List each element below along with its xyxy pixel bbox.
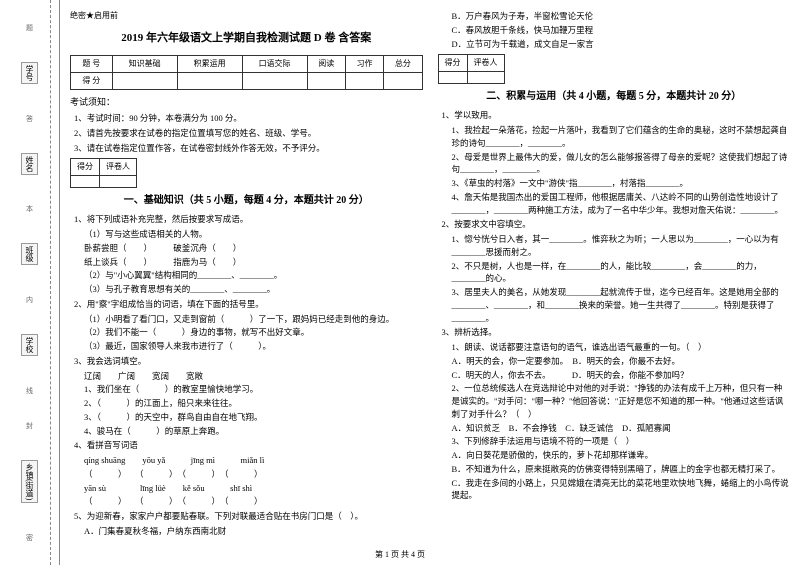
cell: 阅读	[307, 55, 345, 72]
table-row: 得 分	[71, 72, 423, 89]
p2q2-line: 2、不只是树，人也是一样，在________的人，能比较________，会__…	[452, 260, 791, 286]
q1-line: 卧薪尝胆（ ） 破釜沉舟（ ）	[84, 242, 423, 255]
cell: 总分	[384, 55, 422, 72]
q5-opt: B．万户春风为子寿，半窗松雪论天伦	[452, 10, 791, 23]
left-column: 绝密★启用前 2019 年六年级语文上学期自我检测试题 D 卷 含答案 题 号 …	[70, 10, 423, 545]
cell	[438, 72, 467, 84]
q1-s2: （2）与"小心翼翼"结构相同的________、________。	[84, 269, 423, 282]
main-title: 2019 年六年级语文上学期自我检测试题 D 卷 含答案	[70, 30, 423, 47]
q4-pinyin: qíng shuāng yōu yǎ jīng mì miǎn lì	[84, 454, 423, 467]
q1-s1: （1）写与这些成语相关的人物。	[84, 228, 423, 241]
q2-stem: 2、用"察"字组成恰当的词语，填在下面的括号里。	[74, 298, 423, 311]
q3-line: 4、骏马在（ ）的草原上奔跑。	[84, 425, 423, 438]
cell: 积累运用	[177, 55, 242, 72]
section-2-title: 二、积累与运用（共 4 小题，每题 5 分，本题共计 20 分）	[438, 89, 791, 104]
cell: 习作	[345, 55, 383, 72]
q1-s3: （3）与孔子教育思想有关的________、________。	[84, 283, 423, 296]
q1-stem: 1、将下列成语补充完整，然后按要求写成语。	[74, 213, 423, 226]
p2q3-stem: 3、辨析选择。	[442, 326, 791, 339]
side-mark: 答	[25, 115, 35, 122]
p2q3-s2: 2、一位总统候选人在竞选辩论中对他的对手说："挣钱的办法有成千上万种，但只有一种…	[452, 382, 791, 420]
side-mark: 密	[25, 534, 35, 541]
q3-line: 1、我们坐在（ ）的教室里愉快地学习。	[84, 383, 423, 396]
q1-line: 纸上谈兵（ ） 指鹿为马（ ）	[84, 256, 423, 269]
side-mark: 题	[25, 24, 35, 31]
content-area: 绝密★启用前 2019 年六年级语文上学期自我检测试题 D 卷 含答案 题 号 …	[70, 10, 790, 545]
side-label-class: 班级	[21, 243, 38, 265]
p2q1-line: 3、《草虫的村落》一文中"游侠"指________，村落指________。	[452, 177, 791, 190]
cell: 知识基础	[112, 55, 177, 72]
side-label-name: 姓名	[21, 153, 38, 175]
cell	[71, 176, 100, 188]
cell: 题 号	[71, 55, 113, 72]
grader-table: 得分评卷人	[438, 54, 505, 84]
score-table: 题 号 知识基础 积累运用 口语交际 阅读 习作 总分 得 分	[70, 55, 423, 90]
notice-item: 3、请在试卷指定位置作答，在试卷密封线外作答无效，不予评分。	[74, 142, 423, 155]
side-mark: 线	[25, 387, 35, 394]
table-row: 题 号 知识基础 积累运用 口语交际 阅读 习作 总分	[71, 55, 423, 72]
p2q1-stem: 1、学以致用。	[442, 109, 791, 122]
p2q3-opt: A．知识贫乏 B．不会挣钱 C．缺乏诚信 D．孤陋寡闻	[452, 422, 791, 435]
p2q2-stem: 2、按要求文中容填空。	[442, 218, 791, 231]
cell: 评卷人	[467, 55, 504, 72]
p2q3-opt: C．明天的人，你去不去。 D．明天的会，你能不参加吗？	[452, 369, 791, 382]
notice-title: 考试须知：	[70, 96, 423, 110]
notice-item: 2、请首先按要求在试卷的指定位置填写您的姓名、班级、学号。	[74, 127, 423, 140]
p2q2-line: 1、惚兮恍兮日入者，其一________。惟弈秋之为听；一人思以为_______…	[452, 233, 791, 259]
p2q1-line: 2、母爱是世界上最伟大的爱，做儿女的怎么能够报答得了母亲的爱呢？这使我们想起了诗…	[452, 151, 791, 177]
q5-opt: C．春风放胆千条线，快马加鞭万里程	[452, 24, 791, 37]
q2-line: （3）最近，国家领导人来我市进行了（ ）。	[84, 340, 423, 353]
q2-line: （2）我们不能一（ ）身边的事物，就写不出好文章。	[84, 326, 423, 339]
cell	[384, 72, 422, 89]
grader-table: 得分评卷人	[70, 158, 137, 188]
p2q3-opt: A．明天的会，你一定要参加。 B．明天的会，你最不去好。	[452, 355, 791, 368]
cell	[100, 176, 137, 188]
page-footer: 第 1 页 共 4 页	[0, 549, 800, 560]
cell	[112, 72, 177, 89]
cell: 得分	[438, 55, 467, 72]
q3-line: 2、（ ）的江面上，船只来来往往。	[84, 397, 423, 410]
q5-opt: D．立节可为千载道，成文自足一家言	[452, 38, 791, 51]
cell: 口语交际	[242, 55, 307, 72]
p2q3-s1: 1、朗读、说话都要注意语句的语气，谁选出语气最重的一句。（ ）	[452, 341, 791, 354]
cell: 得分	[71, 159, 100, 176]
q4-blanks: （ ） （ ） （ ） （ ）	[84, 468, 423, 481]
p2q3-opt: A．向日葵花是骄傲的，快乐的，萝卜花却那样谦卑。	[452, 449, 791, 462]
cell: 得 分	[71, 72, 113, 89]
p2q1-line: 1、我捡起一朵落花，捡起一片落叶，我看到了它们蕴含的生命的奥秘，这时不禁想起龚自…	[452, 124, 791, 150]
q4-stem: 4、看拼音写词语	[74, 439, 423, 452]
side-mark: 本	[25, 205, 35, 212]
section-1-title: 一、基础知识（共 5 小题，每题 4 分，本题共计 20 分）	[70, 193, 423, 208]
side-label-town: 乡镇(街道)	[21, 460, 38, 503]
binding-sidebar: 题 学号 答 姓名 本 班级 内 学校 线 封 乡镇(街道) 密	[0, 0, 60, 565]
right-column: B．万户春风为子寿，半窗松雪论天伦 C．春风放胆千条线，快马加鞭万里程 D．立节…	[438, 10, 791, 545]
cell	[242, 72, 307, 89]
notice-item: 1、考试时间：90 分钟，本卷满分为 100 分。	[74, 112, 423, 125]
q4-blanks: （ ） （ ） （ ） （ ）	[84, 495, 423, 508]
cell	[467, 72, 504, 84]
q4-pinyin: yān sù līng lüè kě sǒu shī shì	[84, 482, 423, 495]
q5-opt: A．门集春夏秋冬福，户纳东西南北财	[84, 525, 423, 538]
q3-stem: 3、我会选词填空。	[74, 355, 423, 368]
p2q3-s3: 3、下列修辞手法运用与语境不符的一项是（ ）	[452, 435, 791, 448]
cell: 评卷人	[100, 159, 137, 176]
side-label-school: 学校	[21, 334, 38, 356]
q3-line: 3、（ ）的天空中，群鸟自由自在地飞翔。	[84, 411, 423, 424]
dashed-divider	[50, 0, 51, 565]
q5-stem: 5、为迎新春，家家户户都要贴春联。下列对联最适合贴在书房门口是（ ）。	[74, 510, 423, 523]
cell	[345, 72, 383, 89]
p2q1-line: 4、詹天佑是我国杰出的爱国工程师，他根据居庸关、八达岭不同的山势创造性地设计了_…	[452, 191, 791, 217]
cell	[307, 72, 345, 89]
side-label-id: 学号	[21, 62, 38, 84]
side-mark: 封	[25, 422, 35, 429]
p2q3-opt: B．不知道为什么，原来挺敞亮的仿佛变得特别黑暗了，牌匾上的金字也都无精打采了。	[452, 463, 791, 476]
p2q2-line: 3、居里夫人的美名，从她发现________起就流传于世，迄今已经百年。这是她用…	[452, 286, 791, 324]
p2q3-opt: C．我走在多间的小路上，只见嫦娥在清亮无比的菜花地里欢快地飞舞，蜷缩上的小鸟传说…	[452, 477, 791, 503]
cell	[177, 72, 242, 89]
q2-line: （1）小明看了看门口，又走到窗前（ ）了一下，跟妈妈已经走到他的身边。	[84, 313, 423, 326]
secrecy-label: 绝密★启用前	[70, 10, 423, 22]
q3-words: 辽阔 广阔 宽阔 宽敞	[84, 370, 423, 383]
side-mark: 内	[25, 296, 35, 303]
